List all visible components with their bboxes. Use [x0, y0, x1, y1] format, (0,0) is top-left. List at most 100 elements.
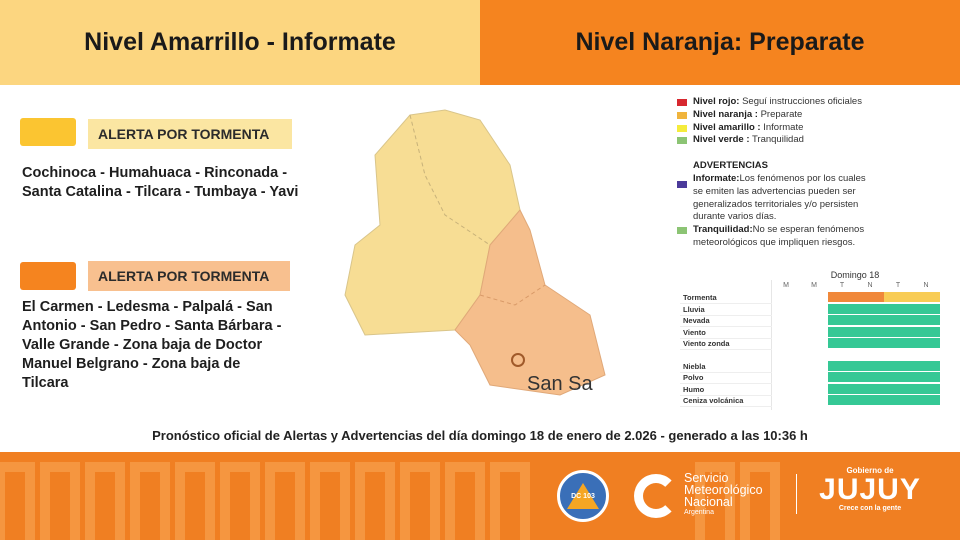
legend: Nivel rojo: Seguí instrucciones oficiale… [677, 96, 947, 250]
capital-marker [511, 353, 525, 367]
footer-pattern [0, 462, 780, 540]
column-header: M [783, 282, 789, 289]
jujuy-map: San Sa [344, 109, 606, 396]
forecast-cell [828, 338, 856, 348]
forecast-cell [884, 303, 912, 314]
forecast-cell [912, 315, 940, 325]
smn-line: Meteorológico [684, 483, 763, 497]
row-label: Ceniza volcánica [683, 396, 744, 405]
orange-square-icon [677, 111, 687, 119]
smn-name: Servicio Meteorológico Nacional Argentin… [684, 472, 763, 517]
legend-level-orange: Nivel naranja : Preparate [677, 109, 947, 122]
legend-desc: Preparate [760, 108, 803, 120]
legend-name: Nivel verde : [693, 134, 750, 146]
orange-level-title: Nivel Naranja: Preparate [575, 28, 865, 56]
defensa-civil-logo: DC 103 [557, 470, 609, 522]
forecast-cell [884, 315, 912, 325]
table-row: Nevada [680, 315, 940, 327]
legend-level-yellow: Nivel amarillo : Informate [677, 122, 947, 135]
smn-logo-icon [634, 474, 678, 518]
yellow-alert-tag: ALERTA POR TORMENTA [88, 119, 292, 149]
warning-name: Informate: [693, 172, 740, 184]
forecast-cell [884, 360, 912, 371]
purple-square-icon [677, 180, 687, 188]
row-label: Niebla [683, 361, 706, 371]
forecast-cell [912, 326, 940, 337]
forecast-cell [912, 372, 940, 382]
forecast-line: Pronóstico oficial de Alertas y Adverten… [152, 428, 808, 443]
warning-desc: Los fenómenos por los cuales se emiten l… [693, 172, 866, 223]
divider [796, 474, 797, 514]
row-label: Tormenta [683, 293, 717, 302]
forecast-cell [828, 372, 856, 382]
forecast-cell [828, 383, 856, 394]
legend-level-red: Nivel rojo: Seguí instrucciones oficiale… [677, 96, 947, 109]
column-header: N [923, 282, 929, 289]
orange-alert-tag: ALERTA POR TORMENTA [88, 261, 290, 291]
column-header: M [811, 282, 817, 289]
legend-desc: Tranquilidad [751, 134, 804, 146]
yellow-square-icon [677, 124, 687, 132]
smn-line: Nacional [684, 495, 733, 509]
table-row: Niebla [680, 360, 940, 373]
warning-name: Tranquilidad: [693, 224, 753, 236]
yellow-swatch [20, 118, 76, 146]
table-row: Humo [680, 383, 940, 396]
forecast-cell [912, 383, 940, 394]
forecast-cell [912, 292, 940, 302]
header-orange: Nivel Naranja: Preparate [480, 0, 960, 85]
yellow-level-title: Nivel Amarrillo - Informate [84, 28, 396, 56]
forecast-cell [828, 315, 856, 325]
footer: DC 103 Servicio Meteorológico Nacional A… [0, 452, 960, 540]
warnings-title: ADVERTENCIAS [693, 160, 768, 172]
forecast-cell [884, 326, 912, 337]
orange-swatch [20, 262, 76, 290]
forecast-cell [856, 338, 884, 348]
forecast-cell [884, 338, 912, 348]
jujuy-top: Gobierno de [846, 466, 894, 475]
table-row: Viento [680, 326, 940, 339]
jujuy-name: JUJUY [819, 473, 921, 506]
table-row: Viento zonda [680, 338, 940, 350]
forecast-cell [828, 292, 856, 302]
forecast-cell [884, 372, 912, 382]
warning-informate: Informate:Los fenómenos por los cuales s… [677, 173, 877, 224]
table-row: Ceniza volcánica [680, 395, 940, 407]
forecast-cell [912, 338, 940, 348]
legend-desc: Informate [763, 121, 804, 133]
green-square-icon [677, 227, 687, 235]
map-orange-region [454, 209, 606, 396]
smn-line: Servicio [684, 471, 729, 485]
row-label: Nevada [683, 316, 710, 325]
table-row: Lluvia [680, 303, 940, 316]
row-label: Viento zonda [683, 339, 730, 348]
row-label: Polvo [683, 373, 704, 382]
column-header: T [895, 282, 901, 289]
forecast-cell [912, 360, 940, 371]
forecast-cell [856, 360, 884, 371]
forecast-cell [828, 360, 856, 371]
jujuy-slogan: Crece con la gente [838, 505, 902, 512]
forecast-cell [884, 292, 912, 302]
row-label: Humo [683, 384, 705, 394]
legend-name: Nivel naranja : [693, 108, 758, 120]
legend-level-green: Nivel verde : Tranquilidad [677, 134, 947, 147]
row-label: Viento [683, 327, 706, 337]
forecast-cell [828, 395, 856, 405]
row-label: Lluvia [683, 304, 705, 314]
yellow-zones: Cochinoca - Humahuaca - Rinconada - Sant… [22, 165, 299, 200]
column-header: T [839, 282, 845, 289]
forecast-cell [856, 315, 884, 325]
table-row: Tormenta [680, 292, 940, 304]
legend-name: Nivel amarillo : [693, 121, 761, 133]
forecast-cell [856, 292, 884, 302]
jujuy-logo: Gobierno de JUJUY Crece con la gente [815, 466, 925, 512]
table-row: Polvo [680, 372, 940, 384]
column-header: N [867, 282, 873, 289]
legend-desc: Seguí instrucciones oficiales [742, 96, 862, 107]
forecast-cell [856, 326, 884, 337]
orange-zones: El Carmen - Ledesma - Palpalá - San Anto… [22, 299, 282, 391]
forecast-cell [912, 303, 940, 314]
legend-name: Nivel rojo: [693, 96, 740, 107]
forecast-cell [884, 395, 912, 405]
